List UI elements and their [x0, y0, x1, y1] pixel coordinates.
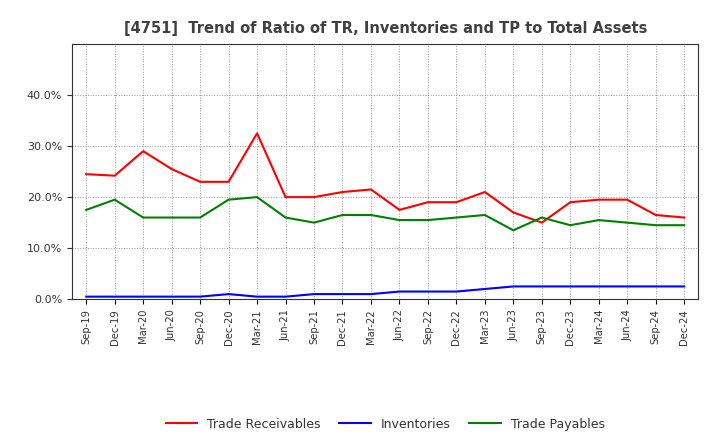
Inventories	[566, 284, 575, 289]
Trade Receivables	[196, 179, 204, 184]
Trade Payables	[566, 223, 575, 228]
Trade Receivables	[366, 187, 375, 192]
Trade Payables	[537, 215, 546, 220]
Trade Receivables	[623, 197, 631, 202]
Trade Payables	[253, 194, 261, 200]
Trade Receivables	[537, 220, 546, 225]
Trade Payables	[338, 213, 347, 218]
Inventories	[652, 284, 660, 289]
Trade Receivables	[139, 149, 148, 154]
Trade Receivables	[509, 210, 518, 215]
Trade Payables	[452, 215, 461, 220]
Trade Receivables	[566, 200, 575, 205]
Trade Payables	[423, 217, 432, 223]
Trade Payables	[652, 223, 660, 228]
Trade Payables	[110, 197, 119, 202]
Inventories	[225, 291, 233, 297]
Line: Trade Receivables: Trade Receivables	[86, 133, 684, 223]
Trade Receivables	[110, 173, 119, 178]
Trade Receivables	[338, 189, 347, 194]
Inventories	[623, 284, 631, 289]
Inventories	[82, 294, 91, 299]
Trade Receivables	[680, 215, 688, 220]
Trade Payables	[595, 217, 603, 223]
Line: Inventories: Inventories	[86, 286, 684, 297]
Inventories	[110, 294, 119, 299]
Inventories	[395, 289, 404, 294]
Inventories	[139, 294, 148, 299]
Inventories	[480, 286, 489, 292]
Inventories	[282, 294, 290, 299]
Trade Receivables	[423, 200, 432, 205]
Trade Receivables	[253, 131, 261, 136]
Inventories	[310, 291, 318, 297]
Inventories	[423, 289, 432, 294]
Trade Payables	[167, 215, 176, 220]
Legend: Trade Receivables, Inventories, Trade Payables: Trade Receivables, Inventories, Trade Pa…	[161, 413, 610, 436]
Trade Receivables	[310, 194, 318, 200]
Inventories	[452, 289, 461, 294]
Trade Payables	[366, 213, 375, 218]
Trade Receivables	[652, 213, 660, 218]
Trade Receivables	[395, 207, 404, 213]
Trade Receivables	[452, 200, 461, 205]
Inventories	[680, 284, 688, 289]
Trade Receivables	[167, 166, 176, 172]
Inventories	[537, 284, 546, 289]
Line: Trade Payables: Trade Payables	[86, 197, 684, 230]
Trade Receivables	[282, 194, 290, 200]
Trade Payables	[480, 213, 489, 218]
Trade Receivables	[480, 189, 489, 194]
Trade Payables	[196, 215, 204, 220]
Trade Payables	[139, 215, 148, 220]
Trade Payables	[82, 207, 91, 213]
Inventories	[253, 294, 261, 299]
Trade Payables	[282, 215, 290, 220]
Trade Payables	[509, 227, 518, 233]
Inventories	[366, 291, 375, 297]
Title: [4751]  Trend of Ratio of TR, Inventories and TP to Total Assets: [4751] Trend of Ratio of TR, Inventories…	[124, 21, 647, 36]
Trade Payables	[310, 220, 318, 225]
Inventories	[338, 291, 347, 297]
Trade Receivables	[225, 179, 233, 184]
Trade Payables	[680, 223, 688, 228]
Inventories	[595, 284, 603, 289]
Inventories	[167, 294, 176, 299]
Inventories	[509, 284, 518, 289]
Trade Receivables	[82, 172, 91, 177]
Trade Payables	[395, 217, 404, 223]
Trade Receivables	[595, 197, 603, 202]
Inventories	[196, 294, 204, 299]
Trade Payables	[623, 220, 631, 225]
Trade Payables	[225, 197, 233, 202]
